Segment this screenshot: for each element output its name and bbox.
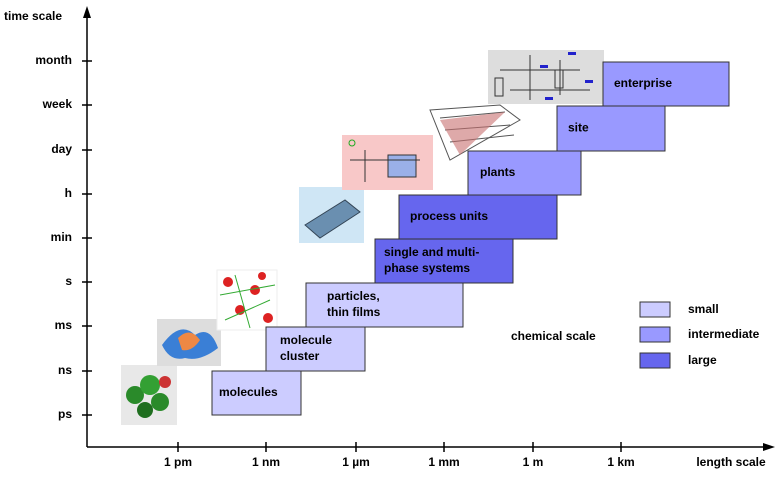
legend-swatch bbox=[639, 326, 671, 343]
box-label: molecule bbox=[280, 333, 332, 347]
scale-box bbox=[211, 370, 302, 416]
box-label: single and multi- bbox=[384, 245, 479, 259]
box-label: enterprise bbox=[614, 76, 672, 90]
box-label: site bbox=[568, 121, 589, 135]
scale-box bbox=[602, 61, 730, 107]
x-tick-label: 1 km bbox=[607, 455, 634, 469]
scale-box bbox=[467, 150, 582, 196]
y-tick-label: day bbox=[51, 142, 72, 156]
scale-box bbox=[556, 105, 666, 152]
scale-box bbox=[265, 326, 366, 372]
box-label: thin films bbox=[327, 305, 381, 319]
x-axis-label: length scale bbox=[696, 455, 766, 469]
x-arrow bbox=[763, 443, 775, 451]
y-tick-label: ps bbox=[58, 407, 72, 421]
x-tick-label: 1 nm bbox=[252, 455, 280, 469]
legend-label: large bbox=[688, 353, 717, 367]
box-label: molecules bbox=[219, 385, 278, 399]
y-tick-label: ms bbox=[55, 318, 73, 332]
scale-box bbox=[374, 238, 514, 284]
y-tick-label: min bbox=[51, 230, 72, 244]
legend-label: intermediate bbox=[688, 327, 760, 341]
box-label: phase systems bbox=[384, 261, 470, 275]
y-tick-label: ns bbox=[58, 363, 72, 377]
box-label: cluster bbox=[280, 349, 320, 363]
illustrations bbox=[121, 50, 604, 425]
scale-box bbox=[398, 194, 558, 240]
scale-box bbox=[305, 282, 464, 328]
box-label: particles, bbox=[327, 289, 380, 303]
legend-label: small bbox=[688, 302, 719, 316]
y-tick-label: week bbox=[42, 97, 73, 111]
y-axis-label: time scale bbox=[4, 9, 62, 23]
y-tick-label: h bbox=[65, 186, 72, 200]
x-tick-label: 1 µm bbox=[342, 455, 370, 469]
y-tick-label: s bbox=[65, 274, 72, 288]
legend-swatch bbox=[639, 352, 671, 369]
y-arrow bbox=[83, 6, 91, 18]
legend-swatch bbox=[639, 301, 671, 318]
legend-title: chemical scale bbox=[511, 329, 596, 343]
x-tick-label: 1 m bbox=[523, 455, 544, 469]
y-tick-label: month bbox=[35, 53, 72, 67]
box-label: process units bbox=[410, 209, 488, 223]
x-tick-label: 1 mm bbox=[428, 455, 459, 469]
box-label: plants bbox=[480, 165, 516, 179]
x-tick-label: 1 pm bbox=[164, 455, 192, 469]
